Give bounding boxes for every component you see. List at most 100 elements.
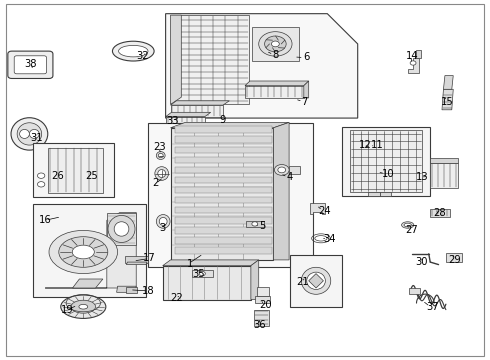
Ellipse shape	[401, 222, 414, 228]
Ellipse shape	[158, 170, 166, 177]
Text: 32: 32	[136, 51, 148, 61]
FancyBboxPatch shape	[8, 51, 53, 78]
Bar	[175, 227, 272, 234]
Text: 36: 36	[253, 320, 266, 330]
Bar	[255, 296, 270, 303]
Text: 4: 4	[287, 172, 293, 182]
Polygon shape	[273, 122, 289, 260]
Text: 38: 38	[24, 59, 37, 69]
Ellipse shape	[155, 167, 169, 180]
Bar	[171, 128, 273, 260]
Bar	[175, 247, 272, 254]
Text: 13: 13	[416, 172, 429, 182]
Text: 28: 28	[434, 208, 446, 218]
Bar	[409, 288, 420, 294]
Bar	[175, 217, 272, 224]
Ellipse shape	[278, 167, 286, 173]
Bar	[175, 167, 272, 173]
Polygon shape	[117, 286, 136, 292]
Ellipse shape	[307, 272, 325, 289]
Bar	[175, 197, 272, 203]
Ellipse shape	[38, 181, 45, 187]
Polygon shape	[304, 81, 309, 98]
Ellipse shape	[113, 41, 154, 61]
Bar	[175, 187, 272, 193]
Text: 9: 9	[220, 114, 226, 125]
Ellipse shape	[301, 267, 331, 294]
Polygon shape	[442, 89, 453, 110]
Text: 19: 19	[61, 305, 74, 315]
Text: 16: 16	[39, 215, 51, 225]
Ellipse shape	[119, 45, 148, 57]
Text: 20: 20	[259, 300, 272, 310]
Bar	[350, 130, 422, 192]
Bar	[175, 207, 272, 213]
Bar	[107, 213, 136, 245]
Text: 29: 29	[448, 255, 461, 265]
Text: 18: 18	[142, 286, 154, 296]
Bar	[175, 126, 272, 133]
Bar	[245, 86, 304, 98]
Bar	[175, 177, 272, 183]
Ellipse shape	[20, 129, 29, 138]
Polygon shape	[163, 266, 251, 300]
Ellipse shape	[114, 222, 129, 236]
Ellipse shape	[156, 215, 170, 228]
Bar	[192, 270, 213, 277]
Ellipse shape	[38, 173, 45, 178]
Text: 8: 8	[272, 50, 278, 60]
Text: 23: 23	[153, 142, 166, 152]
Text: 6: 6	[303, 52, 310, 62]
Text: 7: 7	[301, 96, 308, 107]
Bar	[342, 127, 430, 196]
Text: 21: 21	[296, 276, 309, 287]
Bar	[175, 157, 272, 163]
Polygon shape	[73, 279, 103, 288]
Bar	[430, 209, 450, 217]
Text: 17: 17	[143, 253, 156, 264]
Polygon shape	[166, 112, 211, 117]
Text: 5: 5	[259, 221, 266, 231]
Ellipse shape	[79, 305, 88, 309]
Bar	[175, 147, 272, 153]
Ellipse shape	[61, 295, 106, 319]
Polygon shape	[245, 81, 309, 86]
Bar	[166, 117, 205, 123]
Bar	[430, 163, 458, 188]
Polygon shape	[171, 15, 181, 104]
Polygon shape	[310, 203, 325, 214]
Text: 33: 33	[166, 116, 179, 126]
Bar	[171, 105, 223, 117]
Bar	[257, 287, 269, 296]
Ellipse shape	[17, 123, 42, 145]
Ellipse shape	[49, 230, 118, 274]
Polygon shape	[309, 274, 323, 288]
Bar	[175, 136, 272, 143]
Ellipse shape	[404, 223, 411, 227]
Bar	[446, 253, 462, 262]
Text: 2: 2	[152, 178, 159, 188]
Ellipse shape	[259, 32, 292, 56]
Ellipse shape	[265, 36, 286, 52]
Text: 34: 34	[323, 234, 336, 244]
Bar	[252, 27, 299, 61]
Text: 11: 11	[371, 140, 384, 150]
Text: 25: 25	[86, 171, 98, 181]
Bar	[148, 123, 313, 267]
Ellipse shape	[156, 152, 165, 159]
Bar	[33, 204, 146, 297]
Text: 1: 1	[187, 258, 194, 269]
Ellipse shape	[199, 271, 205, 276]
Ellipse shape	[271, 41, 279, 47]
Text: 12: 12	[359, 140, 371, 150]
Text: 27: 27	[405, 225, 418, 235]
Ellipse shape	[11, 118, 48, 150]
Ellipse shape	[108, 215, 135, 243]
Ellipse shape	[73, 245, 94, 259]
Text: 3: 3	[160, 222, 166, 233]
Bar	[125, 256, 148, 263]
Ellipse shape	[252, 222, 258, 226]
Ellipse shape	[274, 165, 289, 175]
Text: 35: 35	[192, 269, 205, 279]
Text: 31: 31	[30, 132, 43, 143]
